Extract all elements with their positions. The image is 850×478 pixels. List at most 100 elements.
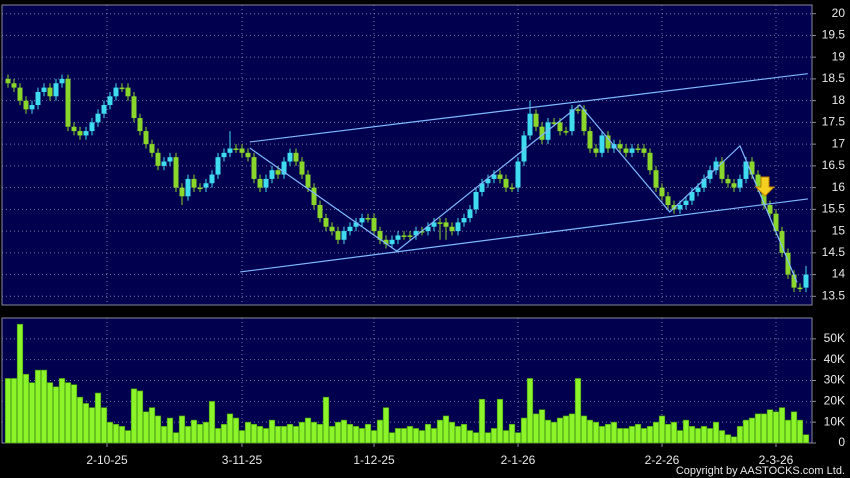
volume-bar (268, 419, 276, 444)
candle-body (143, 131, 149, 145)
candle-body (725, 178, 731, 184)
volume-bar (4, 378, 12, 444)
volume-bar (604, 423, 612, 444)
candle-body (215, 157, 221, 175)
volume-bar (16, 323, 24, 444)
volume-bar (550, 421, 558, 444)
volume-bar (436, 419, 444, 444)
candle-body (557, 122, 563, 132)
x-tick-label: 3-11-25 (222, 453, 263, 467)
volume-bar (568, 413, 576, 444)
volume-bar (322, 396, 330, 444)
candle-body (89, 122, 95, 132)
y-tick-label: 16 (832, 180, 846, 194)
volume-bar (286, 423, 294, 444)
volume-bar (598, 426, 606, 444)
candle-body (587, 131, 593, 149)
candle-body (299, 161, 305, 175)
volume-bar (706, 428, 714, 444)
volume-bar (34, 369, 42, 444)
volume-bar (142, 411, 150, 444)
volume-bar (22, 373, 30, 444)
candle-body (305, 174, 311, 188)
candle-body (785, 252, 791, 275)
volume-bar (730, 436, 738, 444)
volume-bar (238, 430, 246, 444)
volume-bar (700, 426, 708, 444)
candle-body (65, 78, 71, 127)
candle-body (485, 178, 491, 184)
candle-body (653, 170, 659, 188)
candle-body (503, 178, 509, 188)
trend-line (249, 73, 808, 143)
candle-body (779, 231, 785, 253)
price-panel (1, 4, 813, 306)
candle-body (257, 178, 263, 188)
candle-body (773, 213, 779, 232)
volume-bar (352, 426, 360, 444)
y-tick-label: 17.5 (822, 115, 846, 129)
volume-bar (316, 423, 324, 444)
candle-body (251, 157, 257, 179)
volume-bar (646, 426, 654, 444)
candle-body (749, 161, 755, 175)
y-tick-label: 50K (824, 331, 845, 345)
volume-bar (376, 419, 384, 444)
volume-bar (202, 421, 210, 444)
y-tick-label: 30K (824, 373, 845, 387)
volume-bar (574, 378, 582, 444)
volume-bar (766, 409, 774, 444)
volume-bar (70, 384, 78, 444)
candle-body (77, 131, 83, 136)
volume-bar (178, 415, 186, 444)
volume-bar (748, 417, 756, 444)
candle-body (263, 178, 269, 188)
candle-body (401, 235, 407, 237)
candle-body (83, 131, 89, 136)
candle-body (755, 174, 761, 188)
candle-body (467, 209, 473, 219)
candle-body (275, 170, 281, 175)
volume-bar (172, 432, 180, 444)
volume-bar (424, 423, 432, 444)
volume-bar (460, 423, 468, 444)
candle-body (701, 178, 707, 188)
volume-bar (688, 426, 696, 444)
volume-bar (46, 382, 54, 444)
candle-body (161, 161, 167, 166)
candle-body (359, 218, 365, 223)
candle-body (527, 113, 533, 136)
candle-body (629, 148, 635, 153)
candle-body (185, 178, 191, 197)
volume-bar (304, 417, 312, 444)
volume-bar (28, 382, 36, 444)
volume-bar (100, 407, 108, 444)
volume-bar (454, 426, 462, 444)
candle-body (413, 231, 419, 236)
candle-body (533, 113, 539, 127)
y-tick-label: 14.5 (822, 245, 846, 259)
candle-body (389, 239, 395, 245)
plot-layer: 13.5 14 14.5 15 15.5 16 16.5 17 17.5 18 18.5 19 19.5… (2, 5, 845, 467)
volume-bar (82, 403, 90, 444)
volume-bar (526, 378, 534, 444)
candle-body (353, 222, 359, 227)
y-tick-label: 19 (832, 49, 846, 63)
volume-bar (562, 415, 570, 444)
volume-bar (520, 417, 528, 444)
x-tick-label: 2-3-26 (759, 453, 794, 467)
volume-bar (652, 421, 660, 444)
candle-body (443, 222, 449, 227)
volume-bar (490, 428, 498, 444)
candle-body (377, 231, 383, 240)
volume-bar (430, 428, 438, 444)
candle-body (59, 78, 65, 84)
volume-bar (208, 401, 216, 444)
volume-bar (226, 413, 234, 444)
volume-bar (718, 430, 726, 444)
candle-body (425, 226, 431, 232)
y-tick-label: 20 (832, 6, 846, 20)
volume-bar (52, 386, 60, 444)
y-tick-label: 18.5 (822, 71, 846, 85)
volume-bar (628, 426, 636, 444)
